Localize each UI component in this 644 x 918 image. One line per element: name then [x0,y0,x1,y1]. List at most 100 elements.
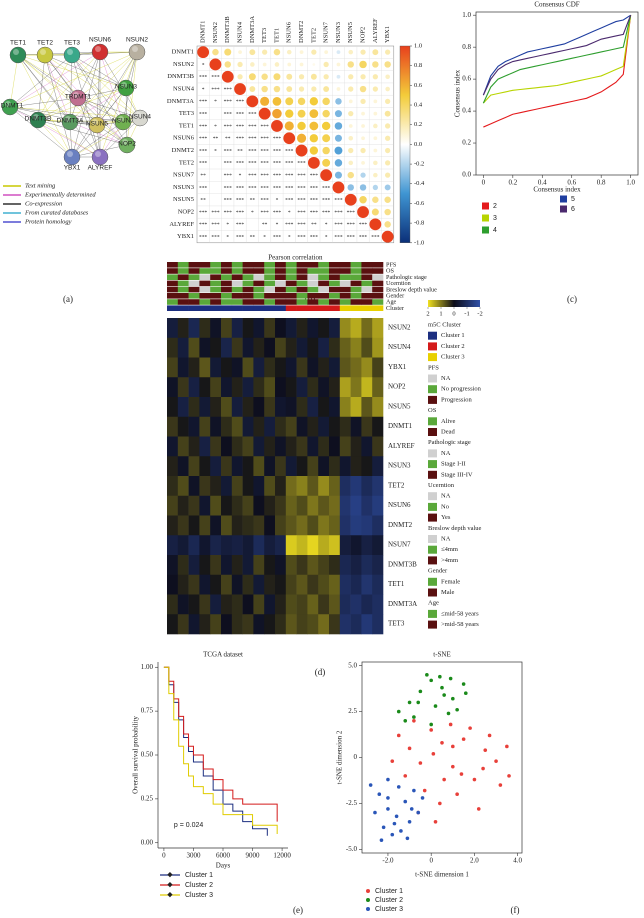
correlation-circle [249,49,256,56]
scatter-point [438,801,442,806]
annotation-cell [339,280,351,287]
scatter-point [459,772,464,776]
annotation-cell [221,262,233,268]
heat-cell [264,318,276,339]
heat-cell [177,555,189,576]
annotation-cell [253,293,265,299]
y-tick-label: 5.0 [348,661,357,669]
significance-stars: ** [225,136,231,142]
significance-stars: *** [236,161,245,167]
heat-cell [361,515,373,536]
network-edge [17,54,98,126]
legend-label: NA [441,450,451,457]
correlation-circle [372,184,378,191]
scatter-point [429,678,433,683]
significance-stars: *** [261,210,270,216]
track-label: Ucerntion [386,280,411,287]
x-tick-label: 2.0 [470,857,479,865]
heat-cell [210,416,222,437]
heat-cell [264,574,276,595]
heat-cell [296,555,308,576]
significance-stars: *** [199,235,208,241]
annotation-cell [242,293,254,299]
network-node [131,109,149,127]
node-highlight [40,49,46,55]
node-label: DNMT3B [25,116,52,123]
annotation-cell [296,305,308,311]
row-label: NSUN7 [388,541,411,549]
annotation-cell [231,286,243,293]
heat-cell [339,594,351,615]
heat-cell [329,377,341,398]
scatter-point [468,726,472,730]
heat-cell [296,397,308,418]
significance-stars: ** [311,222,317,228]
correlation-circle [384,110,391,117]
significance-stars: *** [224,198,233,204]
row-label: TET1 [179,122,194,129]
heat-cell [177,456,189,477]
heat-cell [372,357,384,378]
legend-swatch [560,195,567,203]
panel-label: (f) [511,905,520,915]
annotation-cell [253,268,265,274]
heat-cell [177,436,189,457]
x-tick-label: 0 [162,852,166,860]
network-edge [9,54,73,108]
heat-cell [318,574,330,595]
annotation-cell [264,299,276,305]
correlation-circle [385,49,391,55]
network-node [88,116,106,134]
heat-colorbar [428,300,480,307]
heat-cell [231,476,243,497]
annotation-cell [350,299,362,305]
annotation-cell [210,299,222,305]
scatter-point [498,783,503,787]
correlation-circle [309,121,319,131]
row-label: NOP2 [388,383,406,391]
network-edge [69,121,128,146]
chart-title: t-SNE [433,651,451,659]
significance-stars: * [325,222,328,228]
colorbar-label: 0.0 [414,141,422,148]
heat-cell [253,614,265,635]
network-edge [37,119,124,123]
scatter-point [455,707,459,712]
significance-stars: *** [236,99,245,105]
annotation-cell [296,286,308,293]
annotation-cell [199,286,211,293]
scatter-point [409,807,414,811]
annotation-cell [253,274,265,280]
correlation-circle [311,86,317,92]
heat-cell [350,614,362,635]
column-label: NSUN3 [335,22,342,43]
y-axis-label: Overall survival probability [132,716,140,794]
node-label: NSUN5 [86,121,108,128]
significance-stars: *** [371,235,380,241]
scatter-point [394,814,399,819]
heat-cell [329,476,341,497]
heat-cell [307,614,319,635]
heat-cell [296,535,308,556]
significance-stars: *** [199,112,208,118]
annotation-cell [307,274,319,280]
annotation-cell [210,262,222,268]
heat-cell [242,397,254,418]
heat-cell [350,357,362,378]
heat-cell [221,594,233,615]
legend-label: Cluster 1 [375,888,403,895]
significance-stars: *** [285,161,294,167]
heat-cell [361,614,373,635]
network-edge [69,54,73,123]
correlation-circle [359,85,367,93]
annotation-cell [372,305,384,311]
heat-cell [199,436,211,457]
annotation-cell [177,286,189,293]
annotation-cell [350,286,362,293]
annotation-cell [372,299,384,305]
scatter-point [448,676,453,681]
network-edge [37,119,73,158]
network-edge [44,54,73,158]
heat-cell [231,495,243,516]
scatter-point [379,838,384,842]
